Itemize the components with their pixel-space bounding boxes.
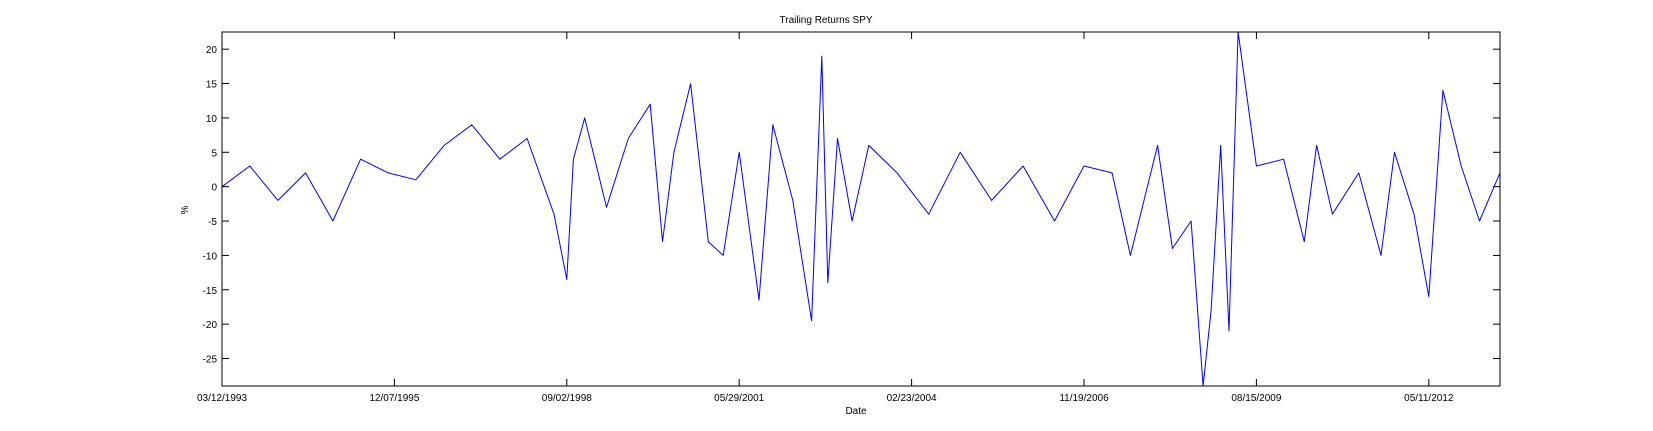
x-tick-label: 05/29/2001 [714,393,764,404]
x-tick-label: 12/07/1995 [369,393,419,404]
y-tick-label: 10 [206,114,218,125]
x-tick-label: 03/12/1993 [197,393,247,404]
plot-border [221,31,1501,387]
x-tick-label: 08/15/2009 [1231,393,1281,404]
x-tick-labels: 03/12/1993 12/07/1995 09/02/1998 05/29/2001… [197,393,1454,404]
y-tick-labels: 20 15 10 5 0 -5 -10 -15 -20 -25 [203,45,218,365]
y-tick-label: -25 [203,355,218,366]
series-group [221,31,1501,387]
y-tick-label: -20 [203,320,218,331]
y-tick-label: -10 [203,251,218,262]
y-axis-label: % [180,205,191,214]
y-tick-label: -15 [203,286,218,297]
y-tick-label: 5 [211,148,217,159]
series-line [221,31,1501,387]
y-tick-label: 15 [206,80,218,91]
y-tick-label: -5 [208,217,217,228]
y-tick-label: 0 [211,183,217,194]
x-tick-label: 09/02/1998 [542,393,592,404]
chart-title: Trailing Returns SPY [780,15,873,26]
x-tick-label: 02/23/2004 [887,393,937,404]
x-tick-label: 05/11/2012 [1404,393,1454,404]
plot-area [222,32,1500,386]
x-axis-label: Date [845,406,867,417]
x-tick-label: 11/19/2006 [1059,393,1109,404]
y-tick-label: 20 [206,45,218,56]
